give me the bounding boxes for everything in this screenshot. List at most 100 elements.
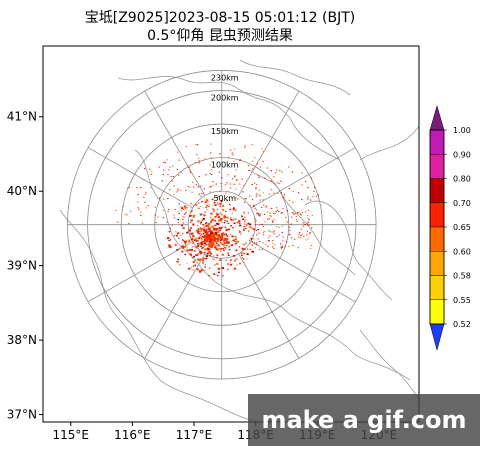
echo-pixel: [302, 222, 304, 224]
echo-pixel: [228, 228, 231, 231]
echo-pixel: [258, 215, 260, 217]
echo-pixel: [234, 235, 237, 238]
echo-pixel: [127, 187, 129, 189]
echo-pixel: [205, 206, 208, 209]
echo-pixel: [215, 247, 217, 249]
echo-pixel: [249, 242, 251, 244]
echo-pixel: [220, 227, 222, 229]
echo-pixel: [193, 241, 195, 243]
echo-pixel: [272, 231, 274, 233]
echo-pixel: [208, 203, 210, 205]
map-frame: [42, 45, 420, 423]
echo-pixel: [236, 222, 238, 224]
echo-pixel: [271, 208, 273, 210]
echo-pixel: [279, 243, 282, 245]
echo-pixel: [317, 194, 319, 196]
echo-pixel: [272, 242, 274, 244]
echo-pixel: [194, 263, 196, 265]
echo-pixel: [210, 169, 212, 171]
echo-pixel: [220, 236, 223, 239]
echo-pixel: [256, 184, 258, 186]
echo-pixel: [215, 244, 217, 247]
echo-pixel: [246, 223, 248, 225]
echo-pixel: [166, 237, 170, 239]
echo-pixel: [225, 228, 228, 231]
echo-pixel: [258, 189, 260, 191]
echo-pixel: [225, 210, 227, 213]
echo-pixel: [201, 228, 204, 230]
echo-pixel: [128, 187, 131, 189]
azimuth-line: [250, 147, 356, 209]
echo-pixel: [227, 222, 230, 225]
echo-pixel: [207, 237, 210, 240]
echo-pixel: [251, 199, 254, 201]
echo-pixel: [173, 185, 175, 187]
echo-pixel: [198, 236, 201, 239]
echo-pixel: [200, 239, 203, 241]
echo-pixel: [209, 241, 211, 243]
echo-pixel: [200, 221, 202, 224]
echo-pixel: [294, 213, 296, 215]
echo-pixel: [229, 208, 232, 211]
echo-pixel: [197, 242, 199, 244]
echo-pixel: [205, 233, 207, 235]
echo-pixel: [244, 244, 246, 246]
echo-pixel: [234, 226, 236, 228]
echo-pixel: [218, 227, 221, 230]
echo-pixel: [191, 242, 194, 244]
echo-pixel: [266, 167, 269, 169]
echo-pixel: [214, 264, 216, 266]
echo-pixel: [301, 184, 303, 186]
echo-pixel: [184, 253, 187, 256]
echo-pixel: [274, 244, 276, 246]
echo-pixel: [190, 214, 193, 216]
echo-pixel: [199, 228, 202, 230]
echo-pixel: [249, 248, 251, 250]
echo-pixel: [211, 231, 214, 234]
echo-pixel: [207, 244, 209, 246]
echo-pixel: [298, 192, 300, 194]
echo-pixel: [200, 253, 202, 255]
x-tick-label: 116°E: [114, 428, 151, 442]
echo-pixel: [214, 220, 217, 222]
echo-pixel: [197, 258, 200, 261]
watermark: make a gif.com: [248, 394, 480, 446]
echo-pixel: [217, 239, 220, 242]
echo-pixel: [207, 236, 209, 238]
echo-pixel: [232, 254, 236, 257]
echo-pixel: [167, 198, 169, 200]
echo-pixel: [204, 246, 206, 248]
y-tick-label: 37°N: [7, 408, 37, 422]
echo-pixel: [234, 218, 237, 220]
echo-pixel: [309, 247, 312, 249]
echo-pixel: [258, 249, 261, 251]
echo-pixel: [217, 232, 219, 234]
y-tick-label: 41°N: [7, 110, 37, 124]
echo-pixel: [190, 266, 192, 268]
echo-pixel: [167, 211, 169, 213]
echo-pixel: [220, 182, 222, 184]
echo-pixel: [183, 205, 186, 207]
echo-pixel: [174, 243, 176, 245]
colorbar-segment: [429, 178, 445, 203]
echo-pixel: [233, 222, 236, 225]
echo-pixel: [203, 237, 205, 239]
echo-pixel: [199, 250, 202, 253]
echo-pixel: [216, 242, 218, 244]
echo-pixel: [210, 226, 212, 228]
echo-pixel: [205, 228, 208, 231]
echo-pixel: [218, 171, 221, 173]
echo-pixel: [188, 229, 191, 232]
echo-pixel: [163, 161, 165, 163]
echo-pixel: [139, 186, 142, 188]
echo-pixel: [210, 221, 212, 223]
echo-pixel: [298, 233, 300, 235]
echo-pixel: [189, 186, 191, 188]
echo-pixel: [220, 259, 222, 261]
range-ring-label: 100km: [211, 161, 239, 170]
echo-pixel: [195, 237, 198, 240]
echo-pixel: [216, 274, 219, 277]
echo-pixel: [243, 211, 245, 213]
echo-pixel: [128, 223, 130, 225]
echo-pixel: [203, 226, 206, 228]
